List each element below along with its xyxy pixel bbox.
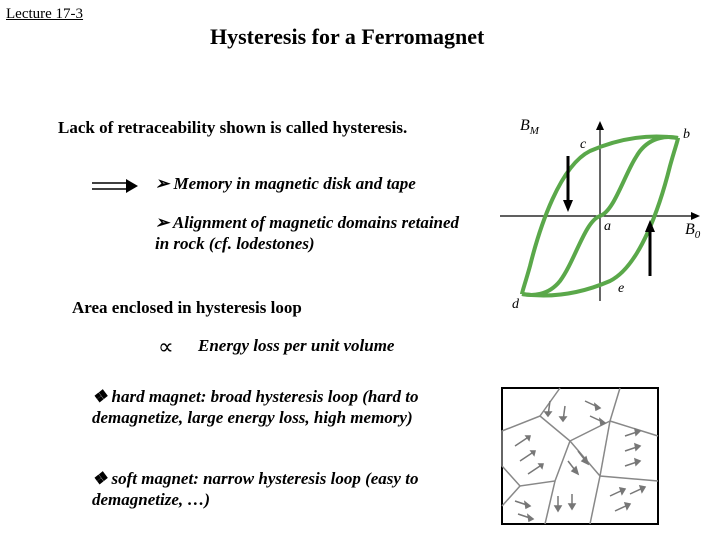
diamond-bullet-icon: ❖: [92, 387, 107, 406]
y-axis-label: BM: [520, 117, 540, 137]
soft-magnet-text: soft magnet: narrow hysteresis loop (eas…: [92, 469, 418, 509]
page-title: Hysteresis for a Ferromagnet: [210, 24, 484, 50]
triangle-bullet-icon: ➢: [155, 174, 169, 193]
bullet-hard-magnet: ❖ hard magnet: broad hysteresis loop (ha…: [92, 386, 432, 429]
bullet-alignment-text: Alignment of magnetic domains retained i…: [155, 213, 459, 253]
x-axis-label: B0: [685, 221, 701, 241]
domain-8-arrows: [610, 486, 645, 511]
domain-3-arrows: [585, 401, 605, 425]
domain-7-arrows: [555, 494, 575, 511]
point-d-label: d: [512, 297, 520, 312]
intro-text: Lack of retraceability shown is called h…: [58, 118, 407, 138]
implies-arrow-icon: [90, 178, 140, 194]
bullet-memory: ➢ Memory in magnetic disk and tape: [155, 174, 416, 194]
domain-arrows: [515, 401, 645, 521]
hard-magnet-text: hard magnet: broad hysteresis loop (hard…: [92, 387, 418, 427]
area-line: Area enclosed in hysteresis loop: [72, 298, 302, 318]
y-axis-arrow-icon: [596, 121, 604, 130]
bullet-soft-magnet: ❖ soft magnet: narrow hysteresis loop (e…: [92, 468, 432, 511]
bullet-memory-text: Memory in magnetic disk and tape: [174, 174, 416, 193]
point-c-label: c: [580, 137, 587, 152]
point-e-label: e: [618, 281, 624, 296]
domain-1-arrows: [515, 436, 543, 474]
triangle-bullet-icon: ➢: [155, 213, 169, 232]
domain-6-arrows: [515, 501, 533, 521]
point-a-label: a: [604, 219, 611, 234]
proportional-icon: ∝: [158, 334, 174, 360]
hysteresis-loop-figure: BM B0 a b c d e: [490, 116, 710, 316]
lecture-label: Lecture 17-3: [6, 6, 83, 23]
magnetic-domains-figure: [500, 386, 660, 526]
domain-4-arrows: [625, 429, 640, 466]
down-arrowhead-icon: [563, 200, 573, 212]
bullet-alignment: ➢ Alignment of magnetic domains retained…: [155, 212, 475, 255]
x-axis-arrow-icon: [691, 212, 700, 220]
energy-line: Energy loss per unit volume: [198, 336, 394, 356]
domain-5-arrows: [568, 451, 588, 474]
diamond-bullet-icon: ❖: [92, 469, 107, 488]
point-b-label: b: [683, 127, 690, 142]
